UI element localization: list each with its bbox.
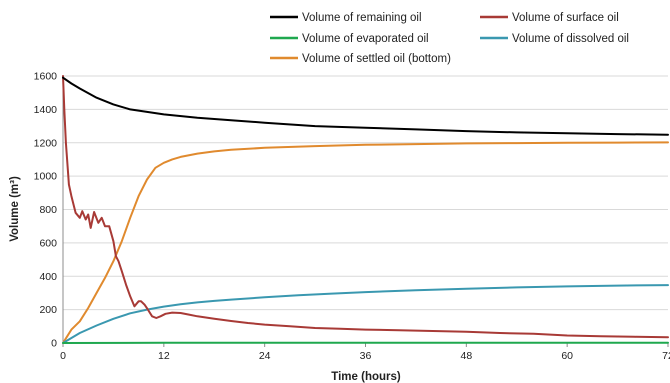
y-tick-label: 1600: [34, 71, 58, 83]
gridlines: [63, 75, 668, 311]
series-line-1: [62, 75, 669, 339]
y-tick-label: 400: [39, 271, 57, 283]
series-lines: [62, 75, 669, 344]
legend-label: Volume of dissolved oil: [512, 33, 629, 45]
y-tick-label: 1000: [34, 171, 58, 183]
x-tick-label: 36: [360, 350, 372, 362]
legend-label: Volume of settled oil (bottom): [302, 53, 451, 65]
y-tick-label: 1200: [34, 137, 58, 149]
axes: 0 200 400 600 800 1000 1200 1400 1600 0 12 24 36 48 60…: [34, 71, 670, 363]
series-line-4: [62, 141, 669, 344]
legend-label: Volume of surface oil: [512, 12, 619, 24]
y-tick-label: 1400: [34, 104, 58, 116]
y-tick-label: 600: [39, 237, 57, 249]
y-tick-label: 0: [51, 338, 57, 350]
x-tick-label: 72: [662, 350, 670, 362]
x-axis-label: Time (hours): [331, 371, 401, 383]
x-tick-label: 24: [259, 350, 271, 362]
y-tick-label: 200: [39, 304, 57, 316]
series-line-3: [62, 284, 669, 344]
legend-label: Volume of remaining oil: [302, 12, 422, 24]
series-line-0: [62, 76, 669, 136]
x-tick-label: 12: [158, 350, 170, 362]
x-tick-label: 0: [60, 350, 66, 362]
y-tick-label: 800: [39, 204, 57, 216]
legend-label: Volume of evaporated oil: [302, 33, 429, 45]
x-tick-label: 48: [460, 350, 472, 362]
x-tick-label: 60: [561, 350, 573, 362]
legend: Volume of remaining oil Volume of surface…: [270, 12, 629, 65]
y-axis-label: Volume (m³): [9, 176, 21, 242]
